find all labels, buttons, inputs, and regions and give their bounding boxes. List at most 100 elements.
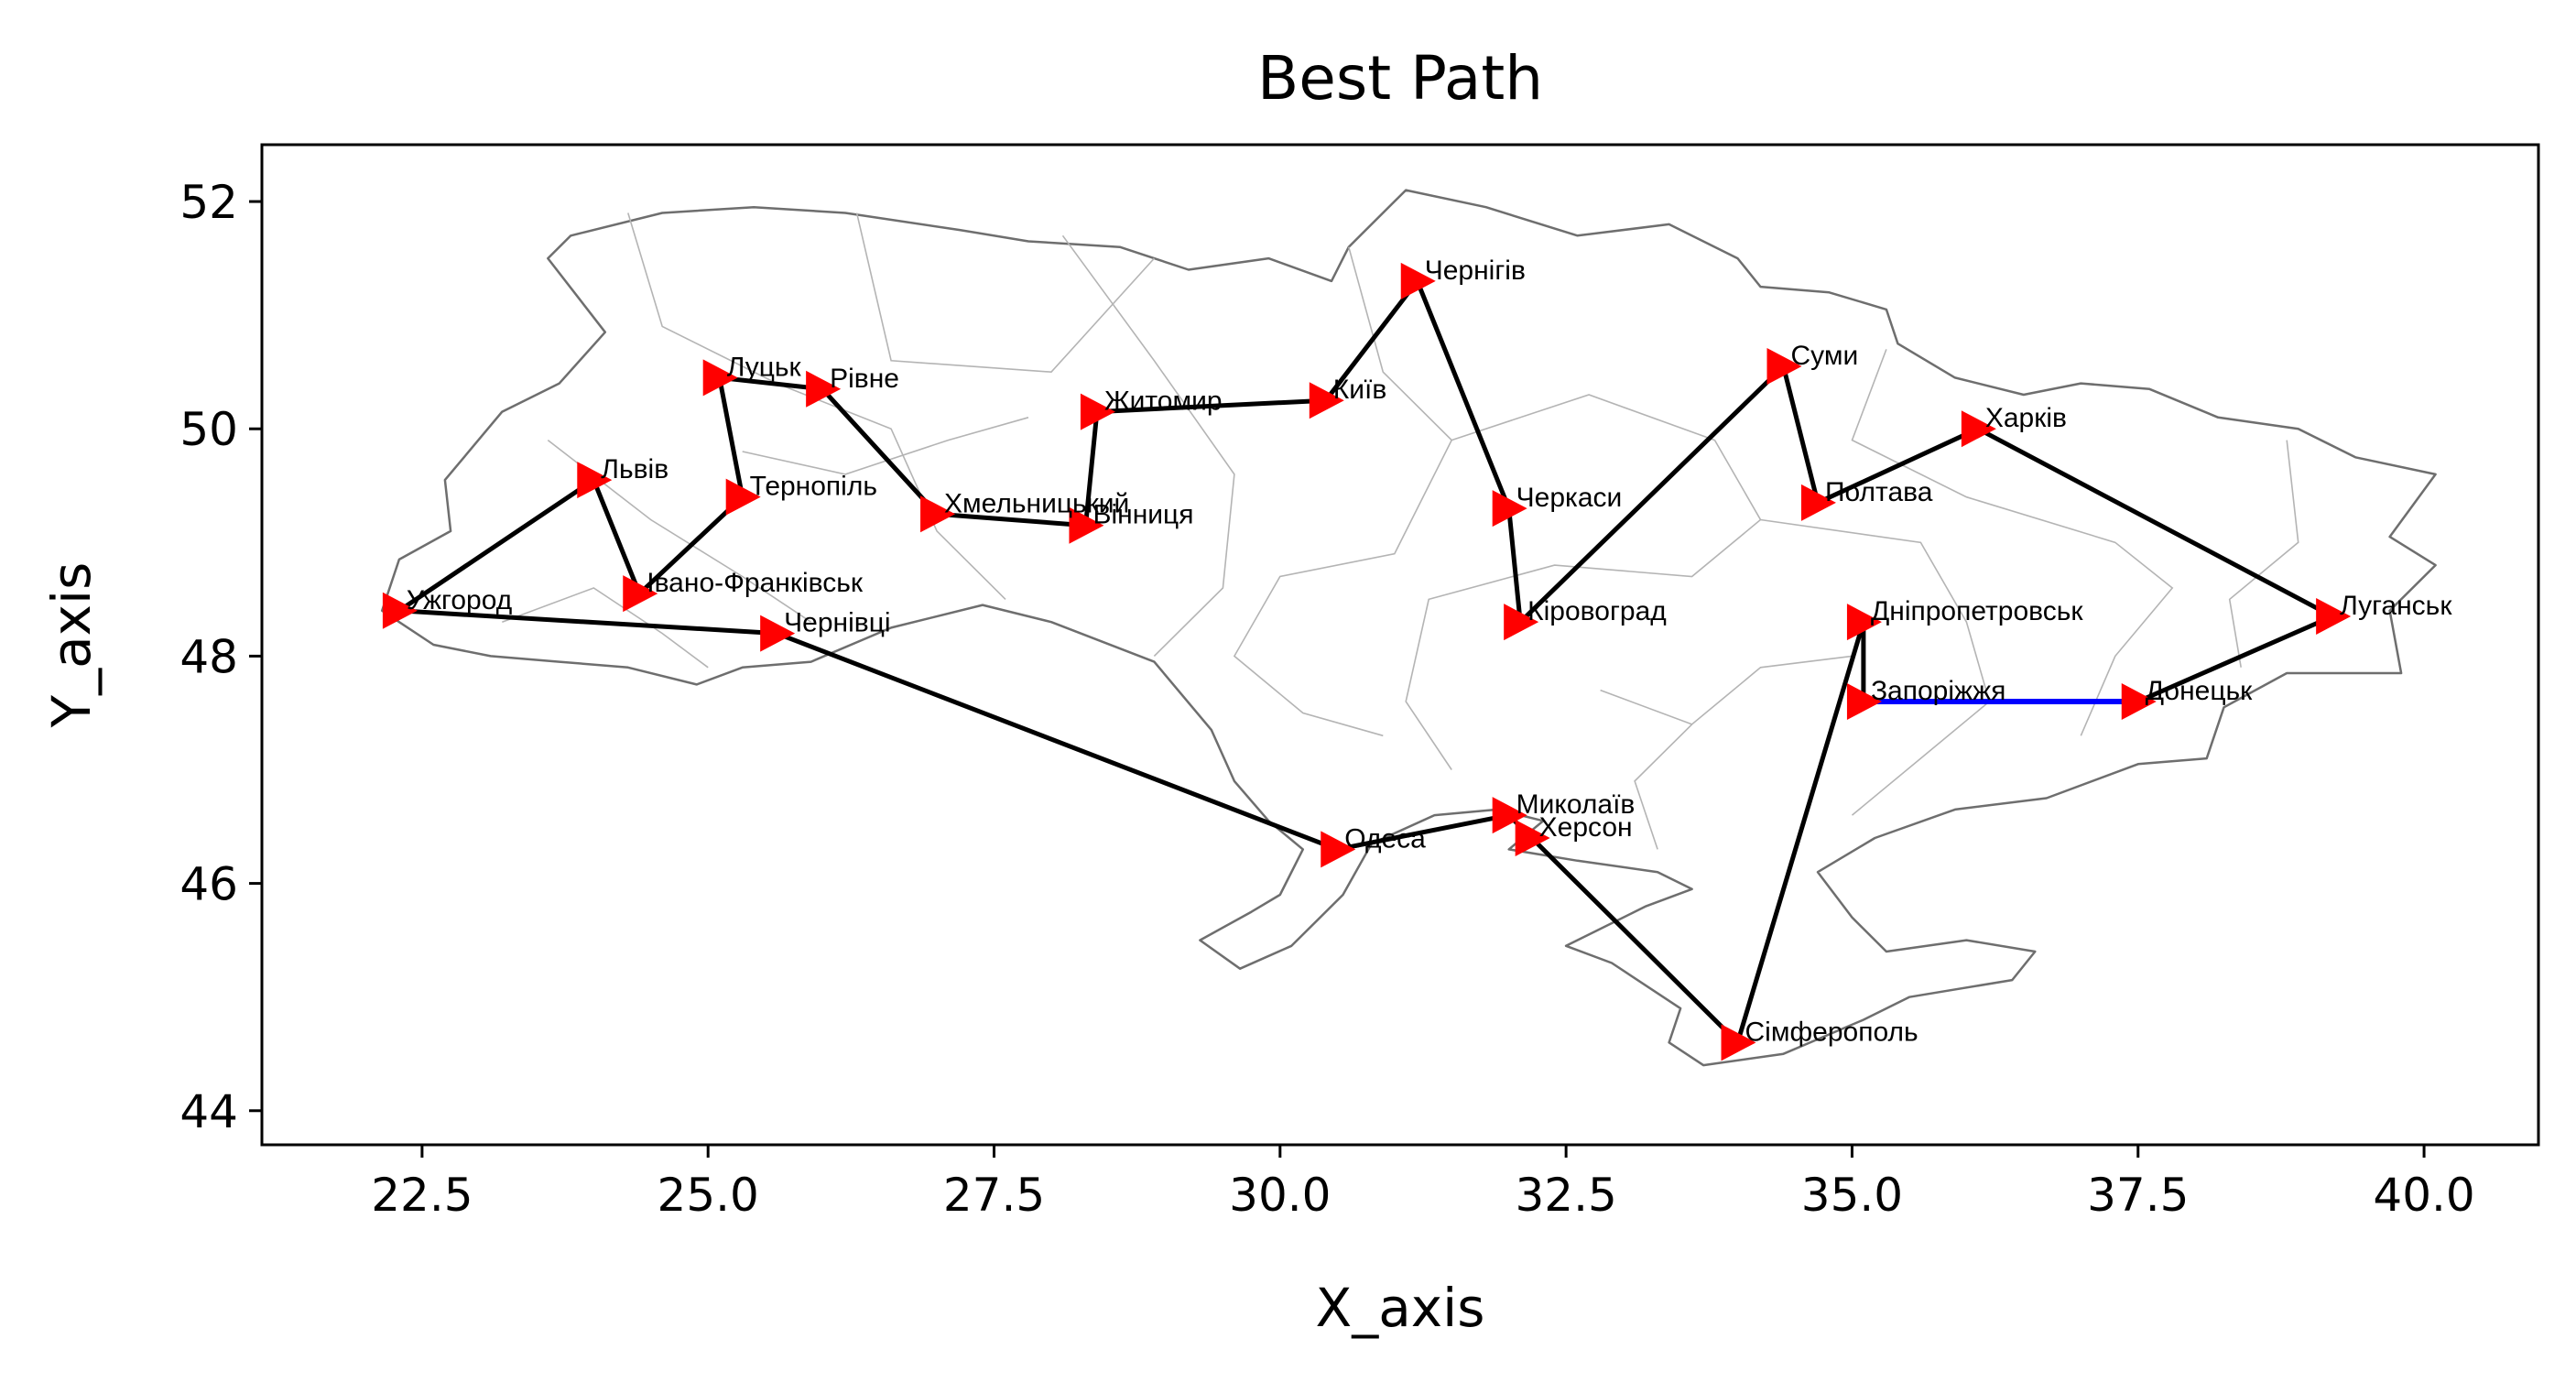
- city-label: Вінниця: [1092, 500, 1193, 530]
- path-segment: [1094, 397, 1329, 415]
- city-marker: [2121, 683, 2157, 721]
- path-segment: [397, 608, 779, 637]
- oblast-border: [1634, 724, 1693, 850]
- path-segment: [717, 375, 825, 392]
- x-axis-label: X_axis: [1316, 1277, 1485, 1339]
- oblast-border: [1760, 518, 1991, 816]
- city-label: Чернівці: [784, 608, 890, 638]
- city-marker: [1492, 797, 1527, 834]
- x-tick-label: 35.0: [1801, 1169, 1903, 1222]
- y-tick-label: 50: [179, 403, 238, 456]
- oblast-border: [627, 212, 1006, 600]
- city-label: Ужгород: [407, 585, 512, 615]
- city-label: Суми: [1790, 341, 1858, 371]
- x-tick-label: 37.5: [2087, 1169, 2189, 1222]
- city-label: Дніпропетровськ: [1871, 596, 2083, 626]
- y-tick-label: 52: [179, 176, 238, 229]
- y-axis-ticks: 44 46 48 50 52: [179, 176, 262, 1138]
- path-segment: [1517, 364, 1786, 625]
- path-segment: [397, 477, 596, 614]
- city-label: Херсон: [1539, 812, 1633, 843]
- city-marker: [1846, 604, 1882, 641]
- path-segment: [717, 375, 745, 500]
- city-label: Харків: [1985, 403, 2067, 433]
- oblast-border: [1600, 655, 1853, 725]
- path-segment: [1506, 506, 1523, 625]
- path-segment: [2136, 614, 2335, 704]
- city-label: Луганськ: [2340, 591, 2452, 621]
- y-tick-label: 46: [179, 858, 238, 911]
- city-marker: [1400, 262, 1436, 299]
- y-axis-label: Y_axis: [40, 562, 103, 729]
- city-marker: [806, 370, 842, 408]
- city-marker: [577, 462, 613, 499]
- map-background: [380, 189, 2437, 1067]
- city-marker: [1321, 831, 1356, 868]
- city-marker: [1080, 393, 1115, 430]
- path-segment: [1083, 409, 1100, 528]
- city-marker: [2316, 597, 2352, 635]
- city-marker: [1492, 490, 1527, 528]
- x-tick-label: 40.0: [2373, 1169, 2474, 1222]
- x-tick-label: 30.0: [1229, 1169, 1331, 1222]
- city-marker: [725, 478, 761, 516]
- x-tick-label: 25.0: [658, 1169, 759, 1222]
- y-tick-label: 44: [179, 1085, 238, 1138]
- city-label: Запоріжжя: [1871, 676, 2005, 706]
- oblast-border: [855, 212, 1155, 374]
- city-label: Київ: [1333, 375, 1387, 405]
- city-label: Рівне: [830, 364, 899, 394]
- x-tick-label: 27.5: [943, 1169, 1045, 1222]
- oblast-border: [502, 587, 709, 669]
- city-marker: [1721, 1024, 1756, 1061]
- city-marker: [1766, 347, 1802, 385]
- city-label: Кіровоград: [1527, 596, 1667, 626]
- city-markers: [382, 262, 2352, 1061]
- oblast-border: [1851, 349, 2174, 736]
- path-segment: [1529, 835, 1740, 1045]
- oblast-border: [742, 417, 1029, 475]
- city-label: Тернопіль: [750, 472, 877, 502]
- y-tick-label: 48: [179, 630, 238, 683]
- city-label: Чернігів: [1425, 256, 1526, 286]
- city-marker: [1846, 683, 1882, 721]
- path-segment: [1735, 619, 1866, 1045]
- city-marker: [760, 615, 796, 652]
- city-label: Миколаїв: [1516, 789, 1636, 820]
- path-segment: [1975, 426, 2335, 619]
- city-label: Донецьк: [2146, 676, 2253, 706]
- city-label: Івано-Франківськ: [647, 568, 864, 598]
- oblast-border: [1061, 234, 1235, 657]
- path-segment: [1323, 278, 1420, 403]
- x-tick-label: 32.5: [1515, 1169, 1616, 1222]
- city-label: Львів: [601, 454, 668, 484]
- oblast-border: [2228, 440, 2299, 668]
- city-label: Черкаси: [1516, 483, 1623, 513]
- path-segment: [1415, 278, 1512, 511]
- path-segment: [591, 477, 642, 596]
- city-marker: [1504, 604, 1539, 641]
- path-segment: [636, 495, 745, 596]
- chart-title: Best Path: [1257, 43, 1543, 114]
- path-segment: [1334, 812, 1512, 852]
- plot-frame: [260, 143, 2540, 1147]
- city-label: Полтава: [1825, 477, 1933, 507]
- path-segment: [774, 631, 1340, 852]
- city-marker: [1309, 382, 1344, 419]
- city-marker: [1069, 506, 1104, 544]
- city-label: Сімферополь: [1745, 1017, 1918, 1047]
- city-label: Житомир: [1104, 386, 1223, 417]
- city-marker: [1961, 410, 1996, 448]
- path-segment: [1781, 364, 1821, 506]
- city-label: Хмельницький: [944, 488, 1129, 518]
- city-marker: [1515, 819, 1550, 856]
- x-tick-label: 22.5: [371, 1169, 473, 1222]
- city-label: Одеса: [1344, 823, 1426, 854]
- city-marker: [1800, 484, 1836, 521]
- city-marker: [920, 495, 956, 533]
- path-segment: [1815, 426, 1981, 506]
- path-segment: [820, 386, 940, 517]
- path-segment: [934, 511, 1088, 528]
- x-axis-ticks: 22.5 25.0 27.5 30.0 32.5 35.0 37.5 40.0: [371, 1145, 2475, 1222]
